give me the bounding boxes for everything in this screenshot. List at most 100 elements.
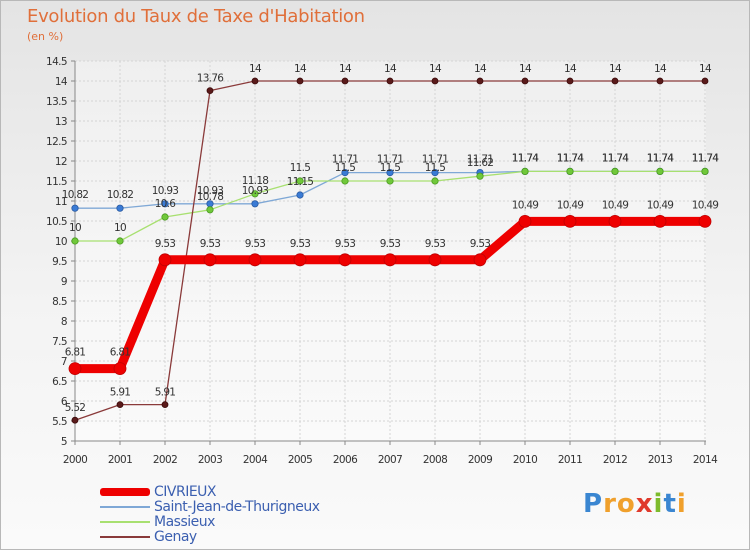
legend-label: Saint-Jean-de-Thurigneux bbox=[154, 499, 320, 515]
y-tick-label: 10.5 bbox=[46, 216, 67, 228]
legend-label: Massieux bbox=[154, 514, 215, 530]
data-label-genay: 14 bbox=[249, 63, 262, 75]
data-label-saint-jean-de-thurigneux: 11.71 bbox=[377, 154, 404, 166]
logo-letter: t bbox=[663, 489, 677, 519]
data-label-genay: 14 bbox=[294, 63, 307, 75]
legend-item-saint-jean-de-thurigneux[interactable]: Saint-Jean-de-Thurigneux bbox=[100, 499, 400, 515]
y-tick-label: 13 bbox=[55, 116, 67, 128]
data-label-civrieux: 9.53 bbox=[470, 238, 491, 250]
data-point-civrieux bbox=[293, 253, 307, 267]
logo-letter: P bbox=[583, 489, 604, 519]
data-point-genay bbox=[656, 77, 664, 85]
data-label-saint-jean-de-thurigneux: 11.74 bbox=[557, 152, 585, 164]
y-tick-label: 12.5 bbox=[46, 136, 67, 148]
data-point-massieux bbox=[521, 167, 529, 175]
data-label-genay: 14 bbox=[564, 63, 577, 75]
x-tick-label: 2001 bbox=[108, 454, 132, 466]
data-point-saint-jean-de-thurigneux bbox=[116, 204, 124, 212]
data-point-civrieux bbox=[653, 214, 667, 228]
x-tick-label: 2012 bbox=[603, 454, 627, 466]
data-point-massieux bbox=[701, 167, 709, 175]
data-label-genay: 14 bbox=[609, 63, 622, 75]
data-point-genay bbox=[341, 77, 349, 85]
data-label-massieux: 11.5 bbox=[290, 162, 311, 174]
data-label-genay: 14 bbox=[384, 63, 397, 75]
data-point-civrieux bbox=[518, 214, 532, 228]
y-tick-label: 8 bbox=[61, 316, 67, 328]
data-label-civrieux: 10.49 bbox=[692, 199, 719, 211]
axes bbox=[74, 61, 706, 442]
data-label-massieux: 11.62 bbox=[467, 157, 494, 169]
data-point-civrieux bbox=[113, 362, 127, 376]
data-point-genay bbox=[161, 401, 169, 409]
x-tick-label: 2014 bbox=[693, 454, 718, 466]
data-point-massieux bbox=[431, 177, 439, 185]
data-point-massieux bbox=[206, 206, 214, 214]
data-point-saint-jean-de-thurigneux bbox=[431, 169, 439, 177]
data-point-saint-jean-de-thurigneux bbox=[161, 200, 169, 208]
data-label-civrieux: 9.53 bbox=[290, 238, 311, 250]
legend-item-massieux[interactable]: Massieux bbox=[100, 514, 400, 530]
data-label-genay: 14 bbox=[699, 63, 712, 75]
y-tick-label: 7 bbox=[61, 356, 67, 368]
data-point-genay bbox=[116, 401, 124, 409]
x-axis-ticks: 2000 2001 2002 2003 2004 2005 2006 2007 2008 2009… bbox=[63, 454, 719, 466]
logo-letter: x bbox=[635, 489, 654, 519]
chart-subtitle: (en %) bbox=[27, 30, 64, 43]
data-label-civrieux: 6.81 bbox=[65, 347, 86, 359]
data-point-civrieux bbox=[698, 214, 712, 228]
legend-item-genay[interactable]: Genay bbox=[100, 529, 400, 545]
x-tick-label: 2004 bbox=[243, 454, 268, 466]
data-label-saint-jean-de-thurigneux: 11.71 bbox=[332, 154, 359, 166]
x-tick-label: 2003 bbox=[198, 454, 222, 466]
data-label-genay: 13.76 bbox=[197, 73, 225, 85]
data-point-massieux bbox=[476, 172, 484, 180]
legend-item-civrieux[interactable]: CIVRIEUX bbox=[100, 484, 400, 500]
data-point-saint-jean-de-thurigneux bbox=[71, 204, 79, 212]
data-point-genay bbox=[701, 77, 709, 85]
x-tick-label: 2005 bbox=[288, 454, 312, 466]
x-tick-label: 2009 bbox=[468, 454, 492, 466]
data-point-genay bbox=[611, 77, 619, 85]
y-tick-label: 12 bbox=[55, 156, 67, 168]
y-tick-label: 14 bbox=[55, 76, 68, 88]
x-tick-label: 2013 bbox=[648, 454, 672, 466]
data-label-massieux: 11.74 bbox=[647, 152, 675, 164]
logo-letter: r bbox=[603, 489, 617, 519]
data-point-civrieux bbox=[158, 253, 172, 267]
data-point-civrieux bbox=[428, 253, 442, 267]
data-point-massieux bbox=[566, 167, 574, 175]
data-label-massieux: 11.18 bbox=[242, 175, 269, 187]
data-label-civrieux: 6.81 bbox=[110, 347, 131, 359]
data-point-civrieux bbox=[473, 253, 487, 267]
data-point-saint-jean-de-thurigneux bbox=[251, 200, 259, 208]
y-tick-label: 6 bbox=[61, 396, 68, 408]
y-tick-label: 11.5 bbox=[46, 176, 67, 188]
data-label-saint-jean-de-thurigneux: 11.71 bbox=[422, 154, 449, 166]
data-label-civrieux: 9.53 bbox=[245, 238, 266, 250]
legend-label: Genay bbox=[154, 529, 197, 545]
data-point-civrieux bbox=[68, 362, 82, 376]
data-label-massieux: 11.74 bbox=[512, 152, 540, 164]
data-point-massieux bbox=[611, 167, 619, 175]
data-label-genay: 14 bbox=[429, 63, 442, 75]
data-label-saint-jean-de-thurigneux: 11.15 bbox=[287, 176, 314, 188]
data-label-saint-jean-de-thurigneux: 10.93 bbox=[152, 185, 179, 197]
data-point-civrieux bbox=[338, 253, 352, 267]
x-tick-label: 2007 bbox=[378, 454, 402, 466]
logo-letter: o bbox=[616, 489, 636, 519]
data-point-massieux bbox=[656, 167, 664, 175]
data-point-genay bbox=[251, 77, 259, 85]
data-label-civrieux: 9.53 bbox=[155, 238, 176, 250]
y-tick-label: 5.5 bbox=[52, 416, 67, 428]
x-tick-label: 2006 bbox=[333, 454, 358, 466]
data-point-civrieux bbox=[203, 253, 217, 267]
data-point-saint-jean-de-thurigneux bbox=[341, 169, 349, 177]
grid bbox=[71, 60, 706, 445]
data-label-genay: 5.52 bbox=[65, 402, 86, 414]
data-label-massieux: 11.5 bbox=[425, 162, 446, 174]
data-label-genay: 14 bbox=[519, 63, 532, 75]
data-point-genay bbox=[206, 87, 214, 94]
data-point-civrieux bbox=[563, 214, 577, 228]
data-point-massieux bbox=[71, 237, 79, 245]
